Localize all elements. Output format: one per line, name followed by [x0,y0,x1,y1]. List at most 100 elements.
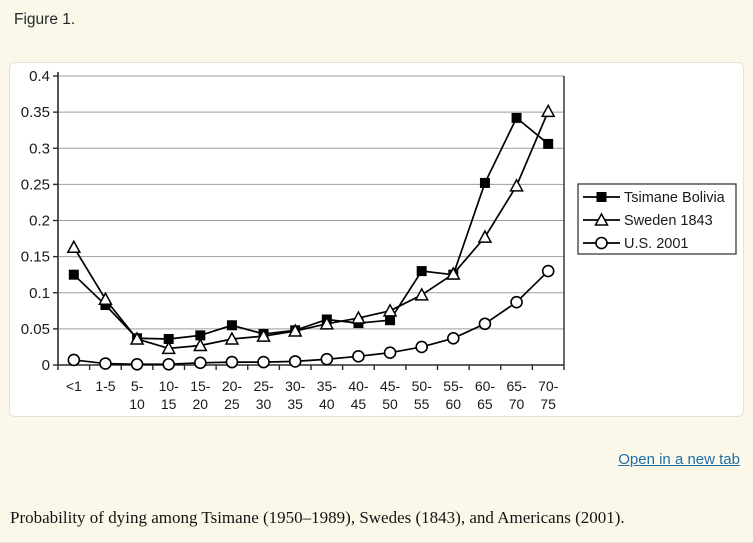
x-tick-label: 55 [414,396,430,412]
x-tick-label: 45- [380,378,401,394]
legend-item: U.S. 2001 [583,236,689,252]
legend-label: Sweden 1843 [624,213,713,229]
circle-marker [415,340,428,354]
x-tick-label: 50 [382,396,398,412]
x-tick-label: 70- [538,378,559,394]
x-tick-label: 15 [161,396,177,412]
y-tick-label: 0 [42,357,50,374]
triangle-marker [224,331,240,345]
y-tick-label: 0.05 [21,321,50,338]
x-tick-label: 75 [540,396,556,412]
x-tick-label: <1 [66,378,82,394]
x-tick-label: 10- [159,378,180,394]
legend-item: Tsimane Bolivia [583,190,726,206]
x-tick-label: 10 [129,396,145,412]
square-marker [596,192,607,202]
square-marker [100,300,111,311]
x-tick-label: 50- [412,378,433,394]
triangle-marker [319,316,335,330]
legend: Tsimane Bolivia Sweden 1843 U.S. 2001 [577,183,737,255]
circle-marker [225,355,239,369]
square-marker [385,315,396,326]
circle-marker [478,317,492,331]
y-tick-label: 0.3 [29,140,50,157]
x-tick-label: 40 [319,396,335,412]
x-tick-label: 25- [253,378,274,394]
x-tick-label: 35- [317,378,338,394]
x-tick-label: 1-5 [95,378,115,394]
circle-marker [162,357,175,371]
triangle-marker [161,340,176,355]
y-tick-label: 0.4 [29,68,50,85]
triangle-marker [446,266,461,280]
square-marker [226,320,237,331]
triangle-marker [129,331,145,345]
circle-marker [130,357,144,371]
circle-marker [510,295,523,309]
square-marker [163,333,174,344]
axes [57,72,565,370]
triangle-marker [256,328,271,342]
series-tsimane-bolivia [68,112,554,344]
circle-marker [320,352,334,366]
x-tick-label: 70 [509,396,525,412]
mortality-line-chart: 0 0.05 0.1 0.15 0.2 0.25 0.3 0.35 0.4 <1 1-5 5- 10 10… [21,68,737,412]
triangle-marker [193,337,208,352]
x-tick-label: 40- [348,378,369,394]
series-sweden-1843 [66,103,556,355]
x-tick-label: 60- [475,378,496,394]
square-marker [479,177,490,188]
square-marker [416,266,427,277]
y-tick-label: 0.25 [21,176,50,193]
square-marker [543,138,554,149]
triangle-marker [477,229,493,243]
circle-marker [194,356,207,370]
x-tick-label: 25 [224,396,240,412]
square-marker [68,269,79,280]
circle-marker [352,350,365,363]
circle-marker [288,355,302,368]
circle-marker [67,353,81,367]
triangle-marker [287,323,303,337]
y-tick-label: 0.15 [21,249,50,266]
triangle-marker [98,291,113,306]
y-tick-label: 0.2 [29,213,50,230]
x-tick-label: 30- [285,378,306,394]
x-tick-labels: <1 1-5 5- 10 10- 15 15- 20 20- 25 25- 30 30- 35 35- 40 4… [66,378,559,412]
x-tick-label: 15- [190,378,211,394]
x-tick-label: 55- [443,378,464,394]
x-tick-label: 30 [256,396,272,412]
circle-marker [383,346,397,360]
circle-marker [447,331,460,345]
triangle-marker [382,303,398,317]
x-tick-label: 65 [477,396,493,412]
triangle-marker [509,178,524,192]
figure-caption: Probability of dying among Tsimane (1950… [10,508,625,527]
y-tick-label: 0.35 [21,104,50,121]
gridlines: 0 0.05 0.1 0.15 0.2 0.25 0.3 0.35 0.4 [21,68,564,374]
y-tick-label: 0.1 [29,285,50,302]
circle-marker [595,236,608,250]
x-tick-label: 60 [446,396,462,412]
circle-marker [99,357,112,370]
triangle-marker [66,239,82,253]
figure-label: Figure 1. [14,11,76,28]
x-tick-label: 45 [351,396,367,412]
x-tick-label: 20- [222,378,243,394]
square-marker [195,330,206,341]
chart-card: 0 0.05 0.1 0.15 0.2 0.25 0.3 0.35 0.4 <1 1-5 5- 10 10… [9,62,744,417]
x-tick-label: 65- [506,378,527,394]
legend-label: Tsimane Bolivia [624,190,726,206]
circle-marker [541,264,555,278]
open-in-new-tab-link[interactable]: Open in a new tab [618,451,740,468]
triangle-marker [351,310,366,324]
x-tick-label: 5- [131,378,144,394]
triangle-marker [414,287,429,301]
circle-marker [257,355,270,369]
triangle-marker [540,103,556,118]
x-tick-label: 20 [193,396,209,412]
legend-label: U.S. 2001 [624,236,689,252]
series-u-s-2001 [67,264,555,371]
square-marker [511,112,522,123]
